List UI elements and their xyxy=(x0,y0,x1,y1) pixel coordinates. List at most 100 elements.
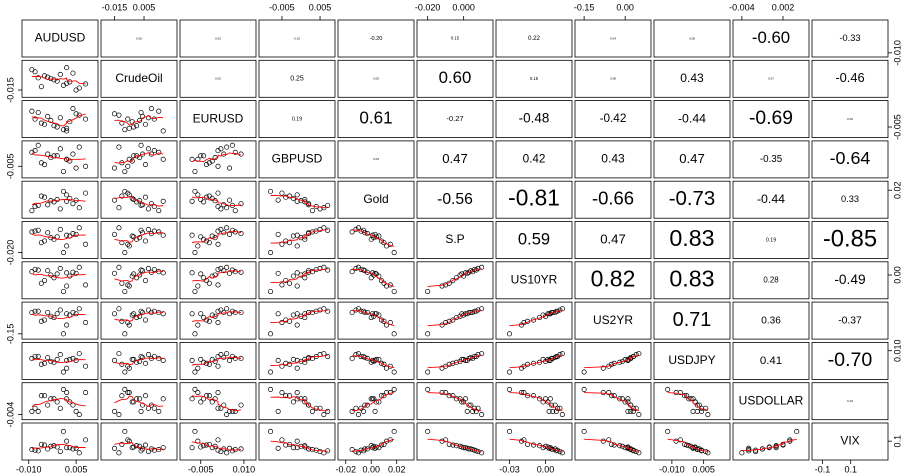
scatter-point xyxy=(290,445,296,451)
scatter-point xyxy=(160,311,166,317)
panel-frame xyxy=(179,140,257,179)
scatter-point xyxy=(506,331,513,337)
scatter-point xyxy=(453,359,459,365)
scatter-point xyxy=(376,356,382,362)
panel-frame xyxy=(495,422,573,461)
scatter-point xyxy=(192,386,198,392)
scatter-point xyxy=(160,445,166,451)
correlation-label: 0.71 xyxy=(673,309,712,331)
scatter-point xyxy=(279,319,285,326)
scatter-point xyxy=(189,270,195,276)
scatter-point xyxy=(275,445,281,451)
scatter-point xyxy=(201,199,207,205)
scatter-point xyxy=(73,311,79,317)
scatter-point xyxy=(119,361,125,367)
smooth-line xyxy=(270,195,328,209)
scatter-point xyxy=(290,356,296,362)
scatter-point xyxy=(759,446,765,452)
smooth-line xyxy=(31,273,86,279)
smooth-line xyxy=(667,392,709,411)
scatter-point xyxy=(54,124,60,130)
scatter-point xyxy=(559,306,565,312)
scatter-point xyxy=(306,231,312,237)
scatter-point xyxy=(540,399,546,405)
scatter-point xyxy=(148,151,154,157)
smooth-line xyxy=(352,268,395,287)
panel-frame xyxy=(811,100,889,138)
scatter-point xyxy=(189,311,195,317)
scatter-point xyxy=(358,405,364,411)
scatter-point xyxy=(64,156,70,162)
scatter-point xyxy=(142,442,149,448)
scatter-point xyxy=(425,331,431,337)
smooth-line xyxy=(191,311,242,323)
panel-frame xyxy=(337,59,415,98)
scatter-point xyxy=(600,438,606,444)
scatter-point xyxy=(203,238,210,244)
scatter-point xyxy=(479,306,485,312)
scatter-point xyxy=(459,356,465,362)
scatter-point xyxy=(290,399,296,405)
correlation-label: -0.60 xyxy=(752,28,790,47)
scatter-point xyxy=(698,408,705,414)
scatter-point xyxy=(41,317,48,323)
panel-frame xyxy=(100,261,178,300)
scatter-point xyxy=(443,437,449,443)
scatter-point xyxy=(746,447,752,453)
smooth-line xyxy=(31,152,86,161)
scatter-point xyxy=(29,229,35,235)
correlation-label: 0.07 xyxy=(768,77,774,81)
panel-frame xyxy=(337,100,415,138)
smooth-line xyxy=(31,397,86,408)
panel-frame xyxy=(653,19,731,58)
smooth-line xyxy=(741,438,797,451)
scatter-point xyxy=(38,441,44,447)
scatter-point xyxy=(682,393,688,399)
scatter-point xyxy=(290,195,296,201)
scatter-point xyxy=(279,190,285,196)
scatter-point xyxy=(224,264,230,270)
scatter-point xyxy=(142,162,149,168)
scatter-point xyxy=(45,354,51,361)
scatter-point xyxy=(57,146,63,152)
correlation-label: 0.05 xyxy=(136,36,142,40)
scatter-point xyxy=(73,231,79,237)
scatter-point xyxy=(41,162,48,168)
x-tick-label: -0.005 xyxy=(188,464,214,474)
panel-frame xyxy=(416,19,494,58)
scatter-point xyxy=(279,437,285,443)
scatter-point xyxy=(64,128,70,134)
scatter-point xyxy=(76,306,82,312)
scatter-point xyxy=(38,193,44,199)
scatter-point xyxy=(126,283,132,289)
panel-frame xyxy=(574,261,652,300)
panel-frame xyxy=(495,261,573,300)
correlation-label: 0.10 xyxy=(294,36,300,40)
scatter-point xyxy=(60,188,67,194)
panel-frame xyxy=(811,301,889,340)
panel-frame xyxy=(337,140,415,179)
scatter-point xyxy=(116,412,122,418)
scatter-point xyxy=(126,192,132,198)
scatter-point xyxy=(83,116,89,122)
scatter-point xyxy=(378,317,384,323)
scatter-point xyxy=(195,390,201,396)
scatter-point xyxy=(70,269,76,275)
scatter-point xyxy=(76,450,82,456)
scatter-point xyxy=(189,198,195,204)
panel-frame xyxy=(574,422,652,461)
panel-frame xyxy=(732,422,810,461)
scatter-point xyxy=(76,264,82,270)
scatter-point xyxy=(686,443,692,449)
scatter-point xyxy=(600,390,606,396)
smooth-line xyxy=(31,233,86,241)
correlation-label: -0.44 xyxy=(757,192,785,206)
panel-frame xyxy=(732,261,810,300)
smooth-line xyxy=(584,438,639,452)
smooth-line xyxy=(114,442,164,451)
scatter-point xyxy=(215,190,221,196)
scatter-point xyxy=(294,232,300,238)
panel-frame xyxy=(100,59,178,98)
scatter-point xyxy=(321,412,327,418)
scatter-point xyxy=(294,438,300,444)
